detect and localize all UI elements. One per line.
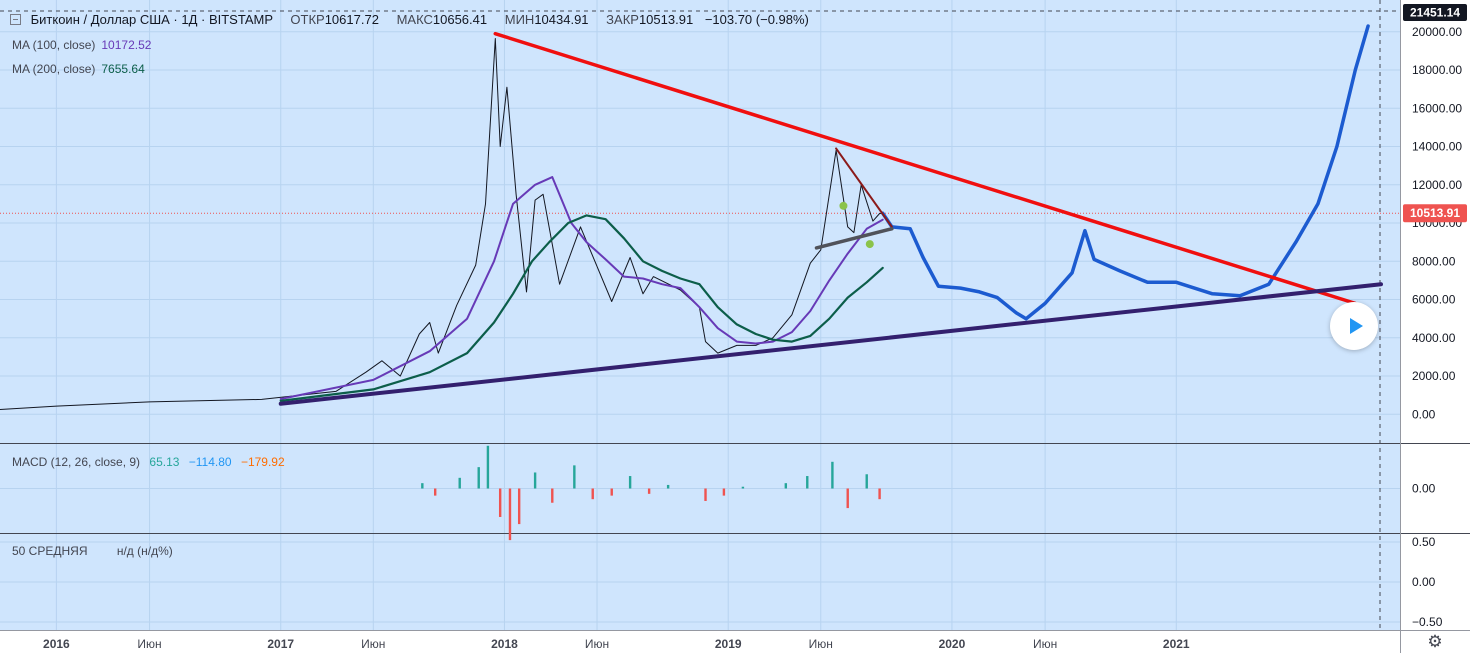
x-tick-label: 2021 — [1163, 637, 1190, 651]
y-tick-label: 0.00 — [1412, 407, 1436, 421]
plot-background — [0, 0, 1400, 630]
macd-bar — [846, 488, 849, 509]
y-tick-label: 2000.00 — [1412, 369, 1456, 383]
macd-legend[interactable]: MACD (12, 26, close, 9) 65.13 −114.80 −1… — [12, 455, 285, 469]
macd-bar — [831, 461, 834, 489]
x-tick-label: 2017 — [267, 637, 294, 651]
gear-icon[interactable]: ⚙ — [1427, 632, 1443, 651]
macd-bar — [704, 488, 707, 501]
ma100-label: MA (100, close) — [12, 38, 96, 52]
macd-bar — [421, 483, 424, 489]
y-tick-label: 14000.00 — [1412, 140, 1462, 154]
macd-bar — [477, 467, 480, 489]
macd-bar — [434, 488, 437, 496]
change-value: −103.70 (−0.98%) — [704, 12, 809, 27]
macd-bar — [878, 488, 881, 500]
average-y-tick-label: −0.50 — [1412, 615, 1443, 629]
trendline-pattern-top — [835, 147, 893, 228]
macd-bar — [741, 486, 745, 489]
signal-marker — [839, 201, 848, 210]
trendline-support — [278, 282, 1383, 406]
y-tick-label: 16000.00 — [1412, 101, 1462, 115]
time-scale-background — [0, 630, 1400, 653]
play-icon[interactable] — [1330, 302, 1378, 350]
price-scale-background — [1400, 0, 1470, 653]
x-tick-label: Июн — [585, 637, 609, 651]
macd-bar — [573, 465, 576, 489]
signal-marker — [865, 240, 874, 249]
top-price-badge-label: 21451.14 — [1410, 6, 1460, 20]
average-value: н/д (н/д%) — [116, 544, 173, 558]
open-value: 10617.72 — [324, 12, 379, 27]
average-legend[interactable]: 50 СРЕДНЯЯ н/д (н/д%) — [12, 544, 173, 558]
ma200-label: MA (200, close) — [12, 62, 96, 76]
high-value: 10656.41 — [432, 12, 488, 27]
top-price-badge — [1403, 4, 1467, 21]
macd-bar — [610, 488, 613, 496]
macd-bar — [551, 488, 554, 503]
macd-value-1: 65.13 — [149, 455, 180, 469]
ma100-legend[interactable]: MA (100, close) 10172.52 — [12, 38, 151, 52]
x-tick-label: Июн — [1033, 637, 1057, 651]
ma100-value: 10172.52 — [101, 38, 152, 52]
macd-bar — [666, 484, 670, 489]
low-label: МИН — [504, 12, 535, 27]
y-tick-label: 4000.00 — [1412, 331, 1456, 345]
macd-value-2: −114.80 — [188, 455, 232, 469]
macd-bar — [628, 476, 632, 489]
low-value: 10434.91 — [534, 12, 589, 27]
macd-bar — [533, 472, 537, 489]
series-price — [0, 38, 884, 410]
high-label: МАКС — [396, 12, 433, 27]
macd-bar — [647, 488, 651, 494]
last-price-badge-label: 10513.91 — [1410, 206, 1460, 220]
x-tick-label: 2016 — [43, 637, 70, 651]
y-tick-label: 18000.00 — [1412, 63, 1462, 77]
y-tick-label: 8000.00 — [1412, 254, 1456, 268]
macd-bar — [591, 488, 594, 500]
macd-y-tick-label: 0.00 — [1412, 482, 1436, 496]
macd-bar — [486, 445, 490, 489]
x-tick-label: Июн — [809, 637, 833, 651]
x-tick-label: Июн — [361, 637, 385, 651]
series-ma100 — [279, 176, 884, 400]
macd-label: MACD (12, 26, close, 9) — [12, 455, 141, 469]
y-tick-label: 12000.00 — [1412, 178, 1462, 192]
average-y-tick-label: 0.00 — [1412, 575, 1436, 589]
macd-value-3: −179.92 — [240, 455, 285, 469]
series-forecast — [880, 24, 1370, 321]
close-value: 10513.91 — [638, 12, 694, 27]
collapse-icon[interactable] — [10, 14, 21, 25]
x-tick-label: 2018 — [491, 637, 518, 651]
x-tick-label: 2019 — [715, 637, 742, 651]
x-tick-label: 2020 — [939, 637, 966, 651]
trendline-pattern-base — [814, 227, 894, 250]
ma200-legend[interactable]: MA (200, close) 7655.64 — [12, 62, 145, 76]
macd-bar — [784, 483, 788, 489]
ma200-value: 7655.64 — [101, 62, 145, 76]
last-price-badge — [1403, 204, 1467, 223]
macd-bar — [508, 488, 512, 541]
macd-bar — [865, 474, 868, 489]
trendline-resistance — [493, 31, 1358, 306]
open-label: ОТКР — [290, 12, 325, 27]
symbol-title[interactable]: Биткоин / Доллар США · 1Д · BITSTAMP — [30, 12, 273, 27]
macd-bar — [498, 488, 502, 517]
macd-bar — [517, 488, 521, 525]
symbol-legend: Биткоин / Доллар США · 1Д · BITSTAMP ОТК… — [10, 12, 809, 27]
average-y-tick-label: 0.50 — [1412, 535, 1436, 549]
macd-bar — [458, 477, 461, 489]
series-ma200 — [279, 214, 884, 402]
y-tick-label: 20000.00 — [1412, 25, 1462, 39]
y-tick-label: 6000.00 — [1412, 293, 1456, 307]
close-label: ЗАКР — [606, 12, 639, 27]
x-tick-label: Июн — [137, 637, 161, 651]
average-label: 50 СРЕДНЯЯ — [12, 544, 88, 558]
macd-bar — [806, 476, 809, 489]
macd-bar — [722, 488, 726, 496]
